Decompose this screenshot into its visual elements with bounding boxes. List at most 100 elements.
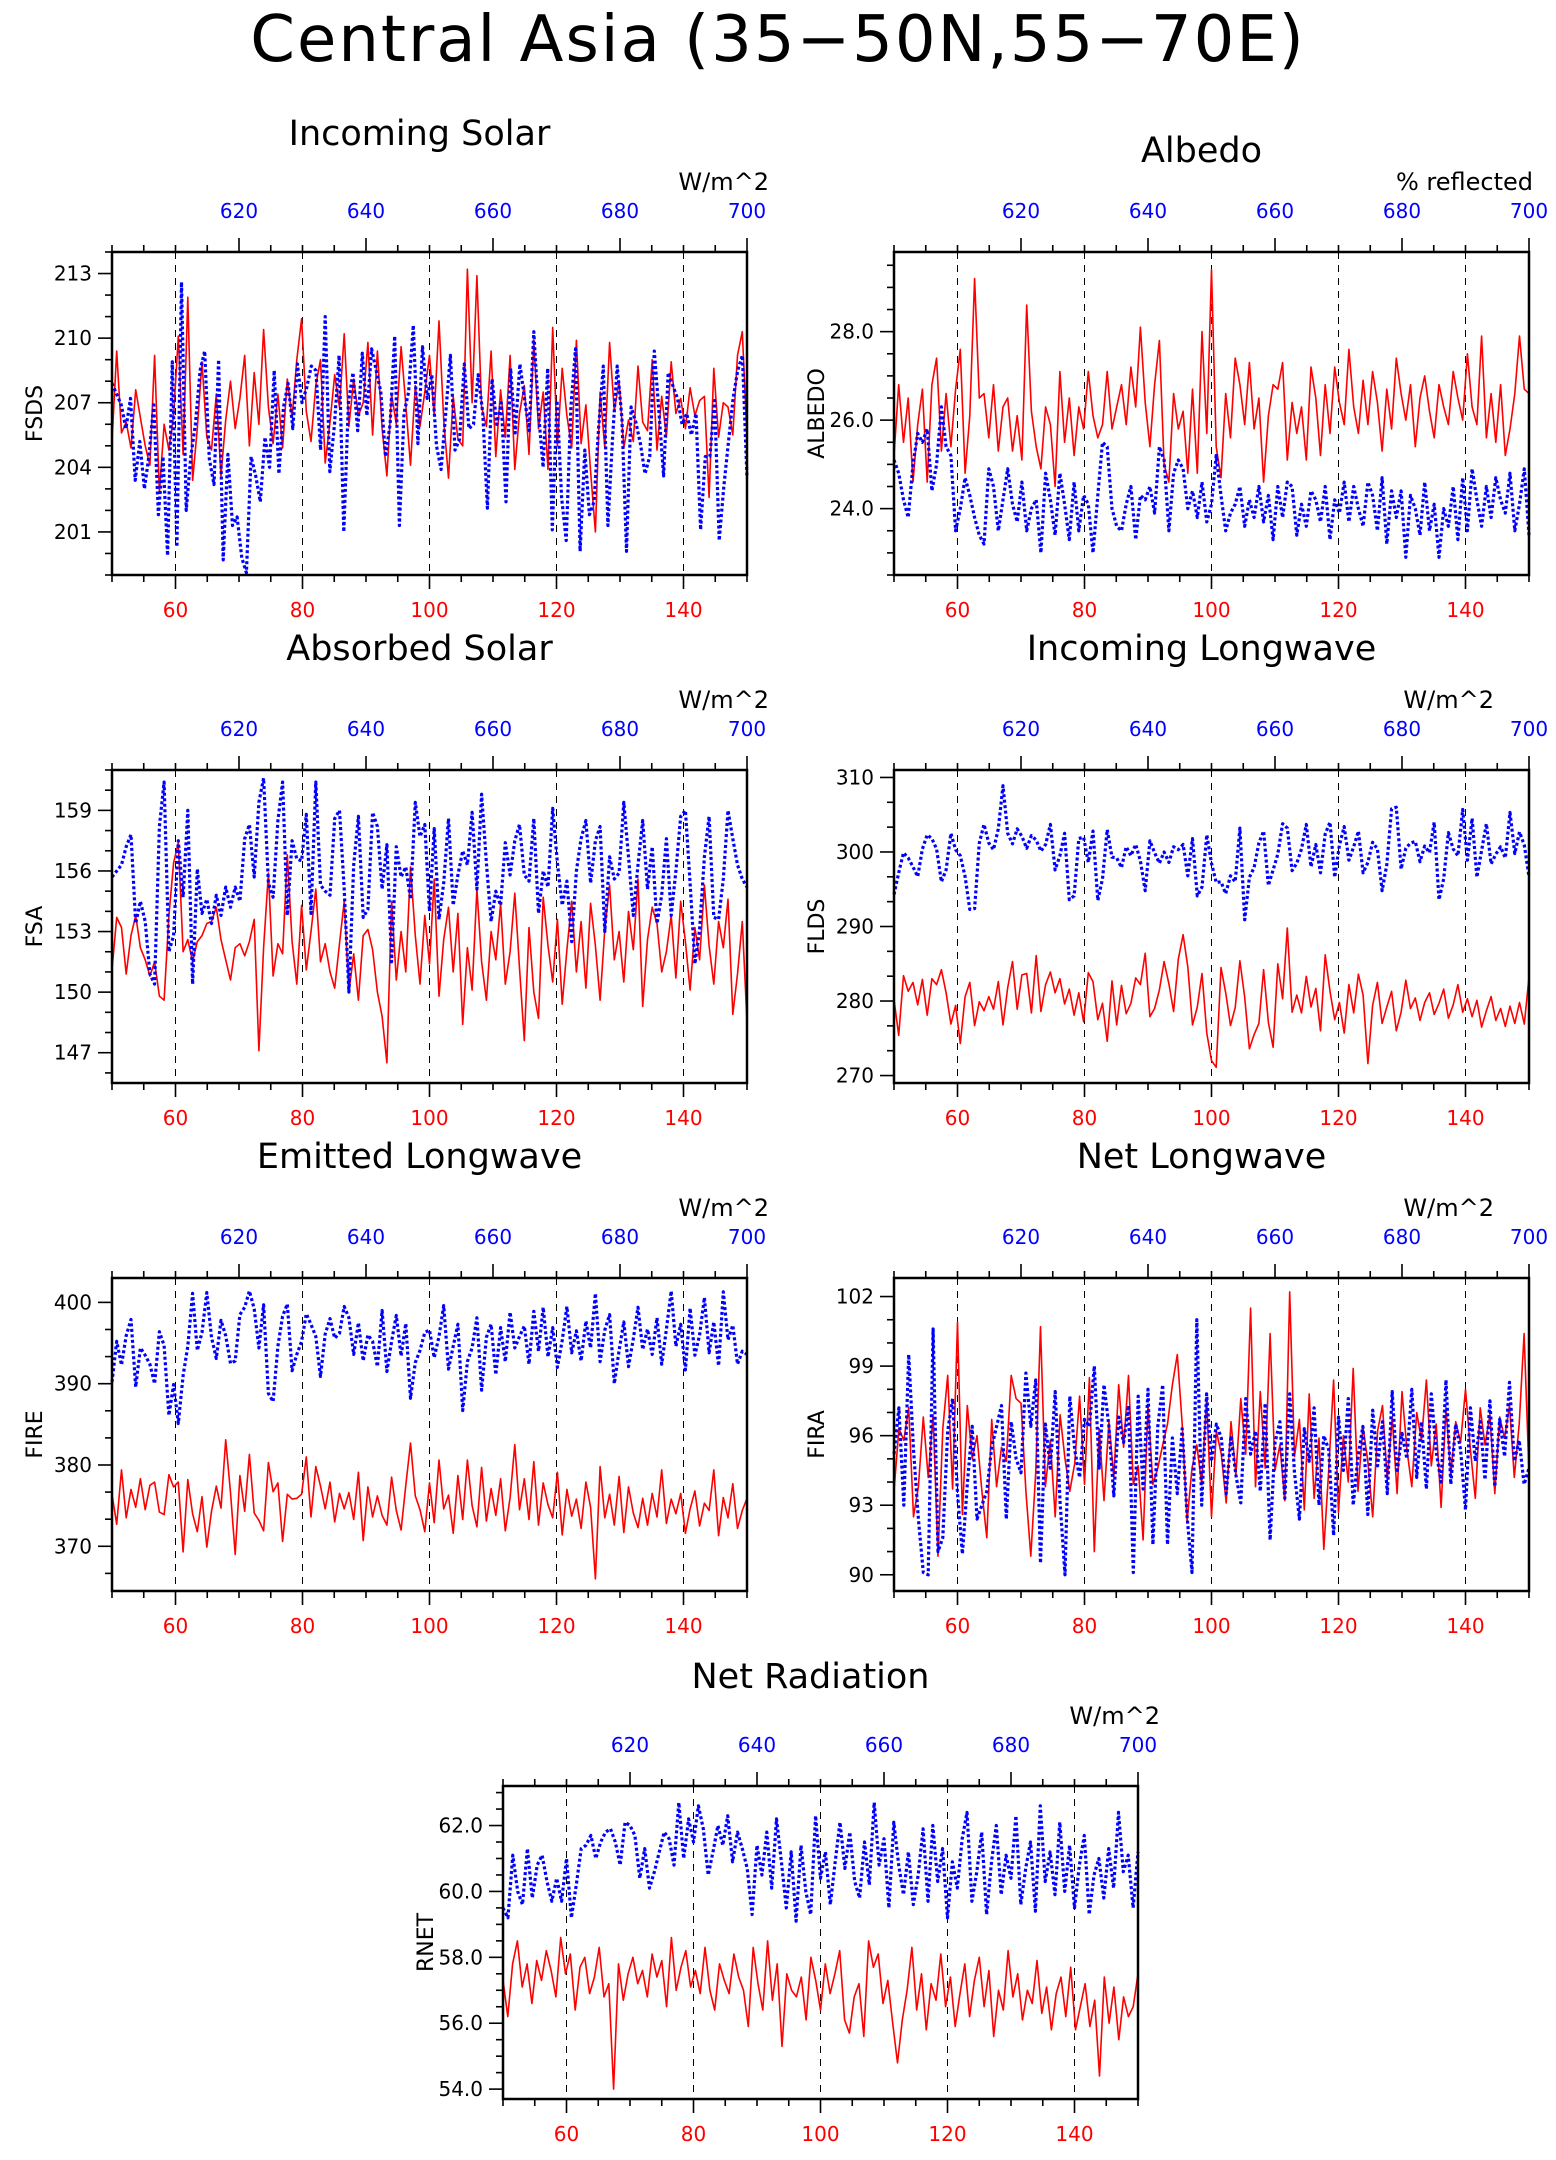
top-x-tick-label: 620 [1002, 717, 1040, 741]
y-tick-label: 28.0 [829, 320, 874, 344]
series-line-bottom [893, 927, 1530, 1069]
series-line-bottom [111, 1439, 748, 1580]
series-line-bottom [111, 841, 748, 1064]
x-tick-label: 120 [1319, 1614, 1357, 1638]
chart-units: W/m^2 [1403, 686, 1494, 714]
y-axis-label: RNET [414, 1912, 439, 1972]
top-x-tick-label: 700 [728, 1225, 766, 1249]
x-tick-label: 60 [945, 1106, 970, 1130]
y-tick-label: 147 [54, 1041, 92, 1065]
chart-flds: Incoming Longwave W/m^2 FLDS 60 80 100 120 140 6… [805, 629, 1548, 1130]
y-tick-label: 280 [836, 989, 874, 1013]
x-tick-label: 140 [1446, 1614, 1484, 1638]
top-x-tick-label: 700 [1119, 1733, 1157, 1757]
y-tick-label: 159 [54, 798, 92, 822]
x-tick-label: 80 [290, 598, 315, 622]
top-x-tick-label: 620 [1002, 1225, 1040, 1249]
x-tick-label: 140 [1446, 598, 1484, 622]
x-tick-label: 60 [554, 2122, 579, 2146]
y-tick-label: 60.0 [438, 1879, 483, 1903]
top-x-tick-label: 640 [347, 717, 385, 741]
y-axis-label: FSDS [23, 385, 48, 442]
x-tick-label: 100 [410, 598, 448, 622]
y-tick-label: 400 [54, 1290, 92, 1314]
y-tick-label: 201 [54, 520, 92, 544]
top-x-tick-label: 700 [1510, 199, 1548, 223]
top-x-tick-label: 620 [611, 1733, 649, 1757]
x-tick-label: 120 [537, 1614, 575, 1638]
y-tick-label: 290 [836, 915, 874, 939]
x-tick-label: 140 [664, 1614, 702, 1638]
y-axis-label: FIRA [805, 1410, 830, 1459]
page-title: Central Asia (35−50N,55−70E) [250, 3, 1306, 77]
top-x-tick-label: 680 [992, 1733, 1030, 1757]
chart-units: W/m^2 [678, 686, 769, 714]
top-x-tick-label: 620 [1002, 199, 1040, 223]
chart-units: W/m^2 [1069, 1702, 1160, 1730]
x-tick-label: 80 [681, 2122, 706, 2146]
x-tick-label: 80 [290, 1106, 315, 1130]
chart-units: W/m^2 [1403, 1194, 1494, 1222]
y-tick-label: 310 [836, 765, 874, 789]
chart-title: Incoming Solar [289, 114, 551, 154]
y-tick-label: 62.0 [438, 1814, 483, 1838]
y-tick-label: 390 [54, 1372, 92, 1396]
series-line-top [501, 1800, 1140, 1923]
top-x-tick-label: 660 [1256, 199, 1294, 223]
series-line-top [110, 1289, 748, 1426]
top-x-tick-label: 620 [220, 717, 258, 741]
chart-title: Absorbed Solar [286, 629, 553, 669]
chart-fira: Net Longwave W/m^2 FIRA 60 80 100 120 140 620 640… [805, 1137, 1548, 1638]
x-tick-label: 120 [928, 2122, 966, 2146]
top-x-tick-label: 680 [1383, 1225, 1421, 1249]
y-tick-label: 90 [849, 1563, 874, 1587]
x-tick-label: 80 [290, 1614, 315, 1638]
y-axis-label: FLDS [805, 899, 830, 955]
series-line-top [892, 784, 1531, 922]
chart-albedo: Albedo % reflected ALBEDO 60 80 100 120 140 620 6… [805, 131, 1548, 622]
y-axis-label: FSA [23, 906, 48, 948]
x-tick-label: 140 [664, 598, 702, 622]
y-tick-label: 93 [849, 1493, 874, 1517]
top-x-tick-label: 640 [1129, 199, 1167, 223]
y-tick-label: 96 [849, 1424, 874, 1448]
series-line-bottom [893, 1291, 1530, 1557]
y-tick-label: 56.0 [438, 2011, 483, 2035]
chart-title: Net Radiation [692, 1657, 930, 1697]
y-tick-label: 204 [54, 455, 92, 479]
chart-units: W/m^2 [678, 1194, 769, 1222]
x-tick-label: 140 [664, 1106, 702, 1130]
chart-units: % reflected [1396, 168, 1533, 196]
x-tick-label: 60 [163, 598, 188, 622]
x-tick-label: 120 [537, 1106, 575, 1130]
y-tick-label: 58.0 [438, 1945, 483, 1969]
top-x-tick-label: 660 [474, 199, 512, 223]
top-x-tick-label: 640 [1129, 717, 1167, 741]
y-tick-label: 102 [836, 1285, 874, 1309]
x-tick-label: 120 [1319, 1106, 1357, 1130]
chart-fsds: Incoming Solar W/m^2 FSDS 60 80 100 120 140 620 6… [23, 114, 769, 622]
top-x-tick-label: 700 [728, 717, 766, 741]
top-x-tick-label: 640 [738, 1733, 776, 1757]
series-line-bottom [502, 1936, 1139, 2090]
y-tick-label: 156 [54, 859, 92, 883]
y-tick-label: 210 [54, 326, 92, 350]
y-axis-label: FIRE [23, 1410, 48, 1458]
y-tick-label: 380 [54, 1453, 92, 1477]
y-tick-label: 207 [54, 391, 92, 415]
x-tick-label: 100 [410, 1106, 448, 1130]
y-tick-label: 370 [54, 1534, 92, 1558]
y-tick-label: 300 [836, 840, 874, 864]
chart-fire: Emitted Longwave W/m^2 FIRE 60 80 100 120 140 62… [23, 1137, 769, 1638]
top-x-tick-label: 660 [1256, 717, 1294, 741]
x-tick-label: 60 [163, 1614, 188, 1638]
chart-title: Emitted Longwave [257, 1137, 582, 1177]
chart-title: Albedo [1141, 131, 1262, 171]
top-x-tick-label: 700 [728, 199, 766, 223]
y-tick-label: 153 [54, 920, 92, 944]
top-x-tick-label: 680 [601, 717, 639, 741]
y-axis-label: ALBEDO [805, 368, 830, 459]
top-x-tick-label: 640 [347, 199, 385, 223]
top-x-tick-label: 620 [220, 1225, 258, 1249]
